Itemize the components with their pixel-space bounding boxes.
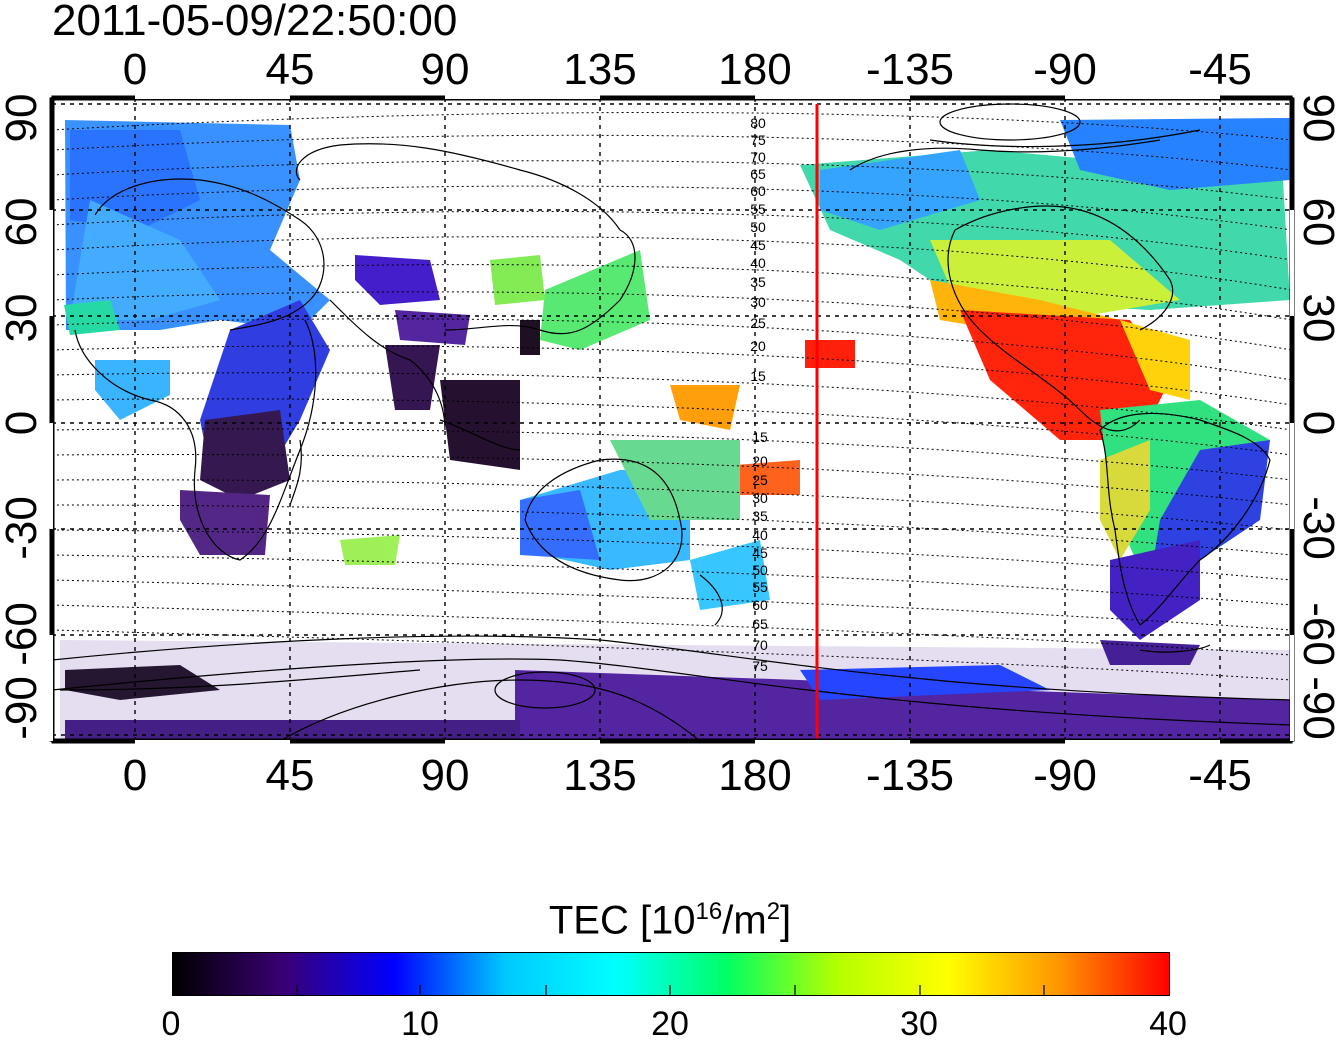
- contour-label: 50: [752, 562, 768, 578]
- x-tick-top: 45: [265, 45, 315, 94]
- x-tick-bottom: 90: [420, 751, 470, 800]
- colorbar-title-unit: /m: [722, 898, 767, 943]
- colorbar-title-exponent: 16: [695, 898, 723, 925]
- x-tick-top: -135: [865, 45, 955, 94]
- contour-label: 40: [750, 255, 766, 271]
- contour-label: 70: [752, 637, 768, 653]
- contour-label: 45: [752, 545, 768, 561]
- x-tick-bottom: 0: [122, 751, 148, 800]
- contour-label: 65: [752, 616, 768, 632]
- contour-label: 55: [750, 201, 766, 217]
- contour-label: 55: [752, 579, 768, 595]
- contour-label: 25: [750, 315, 766, 331]
- coastlines: [59, 139, 1271, 691]
- contour-label: 70: [750, 149, 766, 165]
- x-tick-top: -90: [1033, 45, 1097, 94]
- contour-label: 60: [750, 183, 766, 199]
- colorbar: [172, 952, 1170, 996]
- contour-label: 45: [750, 237, 766, 253]
- colorbar-tick: 40: [1149, 1005, 1187, 1043]
- x-tick-bottom: 135: [563, 751, 637, 800]
- contour-label: 60: [752, 597, 768, 613]
- contour-label: 65: [750, 166, 766, 182]
- contour-label: 15: [750, 368, 766, 384]
- x-tick-bottom: -45: [1188, 751, 1252, 800]
- south-pole-contours: [52, 103, 1292, 741]
- contour-label: 50: [750, 219, 766, 235]
- frame-ticks: [49, 95, 1295, 744]
- contour-label: 30: [752, 490, 768, 506]
- x-tick-top: 0: [122, 45, 148, 94]
- colorbar-tick: 30: [900, 1005, 938, 1043]
- x-tick-bottom: 45: [265, 751, 315, 800]
- colorbar-tick: 20: [651, 1005, 689, 1043]
- contour-label: 25: [752, 472, 768, 488]
- x-tick-bottom: -90: [1033, 751, 1097, 800]
- contour-label: 20: [752, 453, 768, 469]
- x-tick-top: 135: [563, 45, 637, 94]
- x-tick-bottom: -135: [865, 751, 955, 800]
- colorbar-tick: 10: [401, 1005, 439, 1043]
- contour-label: 75: [750, 132, 766, 148]
- contour-label: 15: [752, 429, 768, 445]
- colorbar-title-unit-exponent: 2: [766, 898, 781, 925]
- x-tick-top: 180: [718, 45, 792, 94]
- contour-label: 40: [752, 527, 768, 543]
- x-tick-bottom: 180: [718, 751, 792, 800]
- colorbar-title-main: TEC [10: [548, 898, 696, 943]
- contour-label: 80: [750, 115, 766, 131]
- x-tick-top: 90: [420, 45, 470, 94]
- tec-data-layer: [60, 118, 1290, 741]
- colorbar-title-end: ]: [780, 898, 792, 943]
- contour-label: 30: [750, 294, 766, 310]
- contour-label: 20: [750, 338, 766, 354]
- contour-label: 35: [750, 274, 766, 290]
- tec-map: 80 75 70 65 60 55 50 45 40 35 30 25 20 1…: [49, 95, 1295, 744]
- contour-label: 35: [752, 508, 768, 524]
- contour-label: 75: [752, 658, 768, 674]
- x-tick-top: -45: [1188, 45, 1252, 94]
- colorbar-title: TEC [1016/m2]: [420, 888, 920, 944]
- timestamp: 2011-05-09/22:50:00: [52, 0, 458, 45]
- colorbar-tick: 0: [161, 1005, 181, 1043]
